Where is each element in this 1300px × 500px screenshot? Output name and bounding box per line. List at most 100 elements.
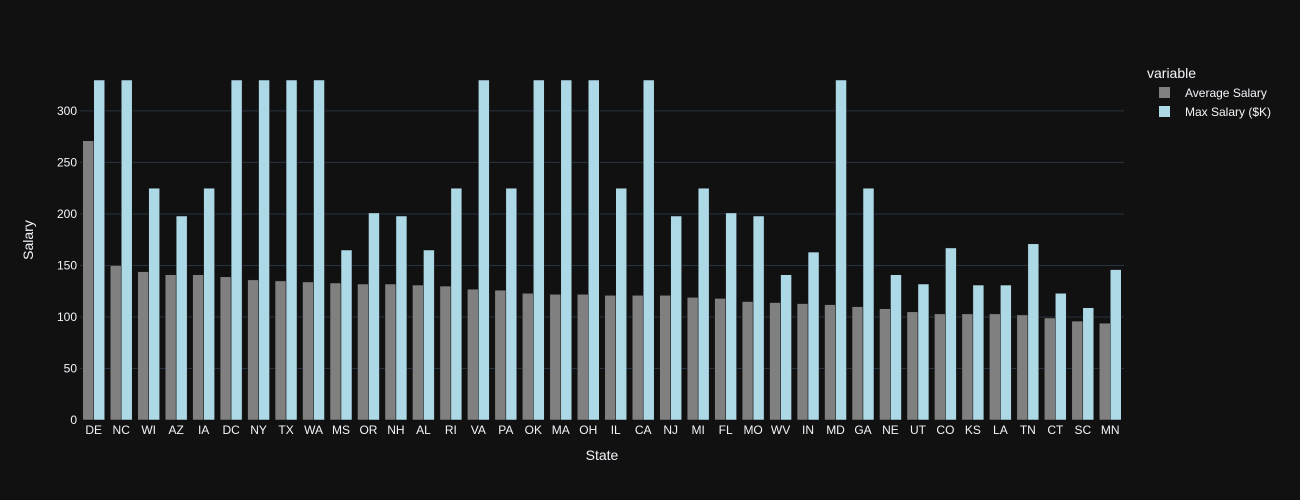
bar-average-salary-de[interactable] [82,140,94,421]
bar-average-salary-or[interactable] [357,283,369,421]
x-tick-label-fl: FL [719,423,733,437]
legend-item-max-salary[interactable]: Max Salary ($K) [1159,105,1271,119]
bar-average-salary-il[interactable] [604,295,616,421]
bar-max-salary-k-ok[interactable] [533,79,545,421]
bar-max-salary-k-fl[interactable] [725,212,737,421]
bar-max-salary-k-or[interactable] [368,212,380,421]
bar-average-salary-ms[interactable] [329,282,342,421]
bar-average-salary-ut[interactable] [906,311,919,421]
bar-max-salary-k-ma[interactable] [560,79,573,421]
bar-average-salary-al[interactable] [412,284,424,421]
bar-max-salary-k-wi[interactable] [148,187,160,421]
bar-average-salary-ri[interactable] [439,285,452,421]
bar-average-salary-pa[interactable] [494,289,507,421]
bar-average-salary-va[interactable] [467,288,479,421]
y-tick-label: 250 [57,155,77,169]
bar-average-salary-ne[interactable] [879,308,891,421]
bar-max-salary-k-ga[interactable] [862,187,875,421]
bar-average-salary-mo[interactable] [741,301,754,421]
bar-average-salary-ny[interactable] [247,279,259,421]
y-tick-label: 300 [57,104,77,118]
bar-average-salary-nj[interactable] [659,295,671,421]
bar-average-salary-dc[interactable] [219,276,232,421]
y-tick-label: 0 [70,413,77,427]
x-tick-label-md: MD [826,423,845,437]
legend: variable Average Salary Max Salary ($K) [1147,65,1271,119]
bar-max-salary-k-sc[interactable] [1082,307,1095,421]
x-tick-label-ny: NY [250,423,267,437]
bar-max-salary-k-nc[interactable] [120,79,133,421]
bar-average-salary-ga[interactable] [851,306,864,421]
bar-max-salary-k-ms[interactable] [340,249,353,421]
x-tick-label-va: VA [471,423,486,437]
bar-max-salary-k-wa[interactable] [313,79,325,421]
bar-average-salary-ca[interactable] [631,295,644,421]
bar-max-salary-k-mn[interactable] [1110,269,1122,421]
bar-average-salary-nh[interactable] [384,283,397,421]
x-tick-label-ga: GA [854,423,871,437]
bar-average-salary-in[interactable] [796,303,809,421]
bar-average-salary-sc[interactable] [1071,320,1084,421]
bar-average-salary-ct[interactable] [1044,317,1056,421]
bar-max-salary-k-in[interactable] [807,251,820,421]
bar-max-salary-k-ny[interactable] [258,79,270,421]
bars [82,79,1122,421]
bar-max-salary-k-la[interactable] [1000,284,1012,421]
y-tick-label: 150 [57,258,77,272]
bar-average-salary-mn[interactable] [1099,322,1111,421]
bar-average-salary-wi[interactable] [137,271,149,421]
bar-average-salary-tn[interactable] [1016,314,1029,421]
bar-max-salary-k-ne[interactable] [890,274,902,421]
x-tick-label-or: OR [359,423,377,437]
bar-average-salary-az[interactable] [164,274,177,421]
bar-max-salary-k-ia[interactable] [203,187,215,421]
x-tick-label-ne: NE [882,423,899,437]
bar-max-salary-k-ri[interactable] [450,187,463,421]
y-tick-label: 200 [57,207,77,221]
x-tick-label-nc: NC [113,423,131,437]
bar-max-salary-k-pa[interactable] [505,187,518,421]
bar-max-salary-k-wv[interactable] [780,274,792,421]
bar-max-salary-k-de[interactable] [93,79,105,421]
bar-max-salary-k-nj[interactable] [670,215,682,421]
bar-average-salary-mi[interactable] [686,297,699,421]
y-axis-ticks: 0 50 100 150 200 250 300 [57,104,77,427]
bar-max-salary-k-al[interactable] [423,249,435,421]
bar-max-salary-k-ks[interactable] [972,284,985,421]
bar-average-salary-fl[interactable] [714,298,726,421]
bar-max-salary-k-co[interactable] [945,247,957,421]
x-tick-label-wv: WV [771,423,790,437]
bar-max-salary-k-mo[interactable] [752,215,765,421]
bar-average-salary-ok[interactable] [522,293,534,421]
bar-max-salary-k-az[interactable] [175,215,188,421]
bar-average-salary-la[interactable] [989,313,1001,421]
bar-max-salary-k-il[interactable] [615,187,627,421]
bar-max-salary-k-nh[interactable] [395,215,408,421]
bar-average-salary-co[interactable] [934,313,946,421]
bar-average-salary-nc[interactable] [109,265,122,421]
bar-max-salary-k-oh[interactable] [588,79,600,421]
x-tick-label-sc: SC [1074,423,1091,437]
bar-max-salary-k-ct[interactable] [1055,293,1067,421]
bar-average-salary-md[interactable] [824,304,836,421]
bar-max-salary-k-mi[interactable] [697,187,710,421]
bar-max-salary-k-tx[interactable] [285,79,298,421]
bar-max-salary-k-ca[interactable] [642,79,655,421]
bar-max-salary-k-tn[interactable] [1027,243,1040,421]
x-tick-label-dc: DC [222,423,240,437]
bar-average-salary-oh[interactable] [577,294,589,421]
bar-average-salary-wa[interactable] [302,281,314,421]
bar-average-salary-ia[interactable] [192,274,204,421]
bar-average-salary-tx[interactable] [274,280,287,421]
x-tick-label-nh: NH [387,423,404,437]
bar-max-salary-k-md[interactable] [835,79,847,421]
bar-max-salary-k-ut[interactable] [917,283,930,421]
bar-average-salary-wv[interactable] [769,302,781,421]
bar-average-salary-ks[interactable] [961,313,974,421]
bar-max-salary-k-dc[interactable] [230,79,243,421]
bar-max-salary-k-va[interactable] [478,79,490,421]
x-tick-label-tn: TN [1020,423,1036,437]
bar-average-salary-ma[interactable] [549,294,562,421]
legend-item-average-salary[interactable]: Average Salary [1159,86,1267,100]
x-axis-ticks: DE NC WI AZ IA DC NY TX WA MS OR NH AL RI VA PA OK MA OH IL… [85,423,1119,437]
